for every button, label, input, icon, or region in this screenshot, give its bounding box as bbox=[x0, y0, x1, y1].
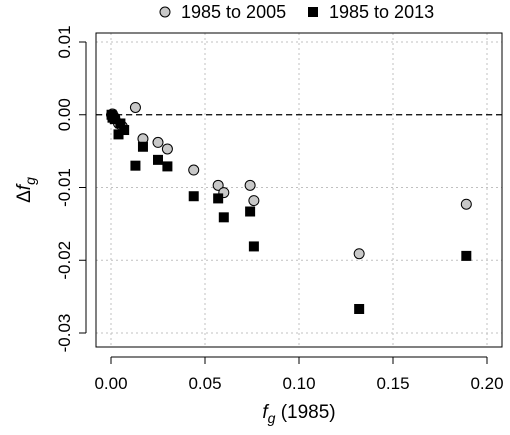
point-circle bbox=[152, 136, 164, 148]
point-circle bbox=[129, 101, 141, 113]
point-circle bbox=[244, 179, 256, 191]
x-axis-title-subscript: g bbox=[268, 410, 276, 426]
y-tick-label: -0.02 bbox=[55, 241, 74, 280]
point-square bbox=[218, 212, 229, 223]
y-tick-label: 0.00 bbox=[55, 98, 74, 131]
data-points bbox=[106, 101, 472, 314]
point-square bbox=[245, 206, 256, 217]
y-tick-label: 0.01 bbox=[55, 25, 74, 58]
x-axis-title: fg (1985) bbox=[262, 402, 335, 426]
point-square bbox=[188, 191, 199, 202]
point-square bbox=[248, 241, 259, 252]
legend-marker-circle bbox=[159, 6, 171, 18]
y-axis-title-prefix: Δ bbox=[14, 190, 35, 203]
point-circle bbox=[188, 164, 200, 176]
point-square bbox=[119, 125, 130, 136]
point-square bbox=[113, 129, 124, 140]
legend-marker-square bbox=[308, 7, 318, 17]
y-axis-title-symbol: f bbox=[14, 183, 35, 190]
legend-label: 1985 to 2013 bbox=[329, 2, 434, 22]
point-square bbox=[130, 160, 141, 171]
point-square bbox=[461, 250, 472, 261]
point-square bbox=[354, 303, 365, 314]
point-square bbox=[137, 141, 148, 152]
legend: 1985 to 2005 1985 to 2013 bbox=[159, 2, 434, 22]
x-axis-title-symbol: f bbox=[262, 402, 269, 423]
y-axis: 0.01 0.00 -0.01 -0.02 -0.03 bbox=[55, 25, 87, 353]
x-tick-label: 0.05 bbox=[188, 374, 221, 393]
grid-lines bbox=[96, 33, 502, 347]
y-axis-title-subscript: g bbox=[22, 177, 38, 185]
plot-frame bbox=[95, 32, 503, 348]
point-square bbox=[162, 161, 173, 172]
x-tick-label: 0.10 bbox=[282, 374, 315, 393]
point-square bbox=[153, 154, 163, 165]
x-tick-label: 0.00 bbox=[94, 374, 127, 393]
y-tick-label: -0.03 bbox=[55, 314, 74, 353]
point-circle bbox=[460, 198, 472, 210]
point-circle bbox=[161, 143, 173, 155]
point-square bbox=[109, 114, 120, 125]
x-tick-label: 0.20 bbox=[470, 374, 503, 393]
point-square bbox=[115, 118, 126, 129]
x-axis-title-suffix: (1985) bbox=[275, 402, 335, 423]
y-tick-label: -0.01 bbox=[55, 168, 74, 207]
point-square bbox=[213, 193, 224, 204]
point-circle bbox=[212, 179, 224, 191]
x-axis: 0.00 0.05 0.10 0.15 0.20 bbox=[94, 356, 504, 393]
point-circle bbox=[248, 195, 260, 207]
x-tick-label: 0.15 bbox=[376, 374, 409, 393]
y-axis-title: Δfg bbox=[14, 177, 38, 203]
legend-label: 1985 to 2005 bbox=[181, 2, 286, 22]
point-circle bbox=[353, 248, 365, 260]
